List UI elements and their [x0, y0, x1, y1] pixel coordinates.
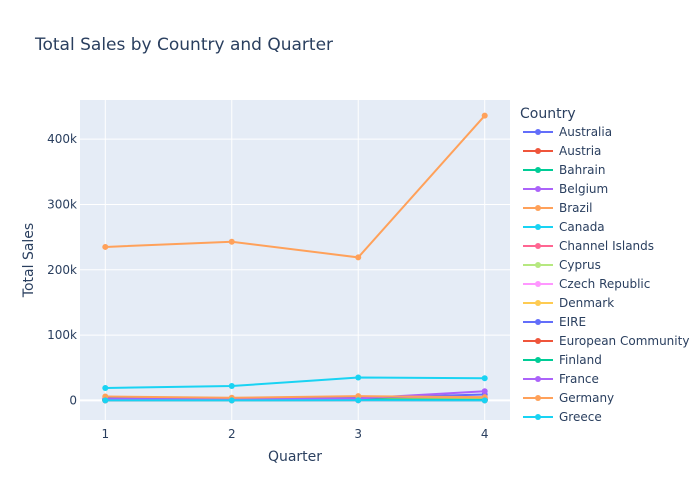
series-line	[105, 390, 485, 401]
legend-marker-icon	[535, 262, 541, 268]
data-point[interactable]	[102, 243, 109, 250]
legend-item[interactable]: Channel Islands	[523, 239, 654, 253]
y-tick-label: 400k	[47, 132, 77, 146]
data-point[interactable]	[355, 393, 362, 400]
legend-label: European Community	[559, 334, 689, 348]
legend-item[interactable]: European Community	[523, 334, 689, 348]
legend-item[interactable]: Bahrain	[523, 163, 605, 177]
legend-label: Austria	[559, 144, 601, 158]
x-axis-title: Quarter	[268, 449, 322, 465]
data-point[interactable]	[481, 112, 488, 119]
legend-label: Germany	[559, 391, 614, 405]
x-axis-ticks: 1 2 3 4	[101, 427, 488, 441]
data-point[interactable]	[102, 385, 109, 391]
legend-label: Greece	[559, 410, 602, 424]
legend-label: Czech Republic	[559, 277, 650, 291]
legend-marker-icon	[535, 281, 541, 287]
y-axis-title: Total Sales	[21, 223, 37, 298]
chart-title: Total Sales by Country and Quarter	[34, 35, 333, 55]
legend-marker-icon	[535, 129, 541, 135]
x-tick-label: 2	[228, 427, 236, 441]
legend-marker-icon	[535, 224, 541, 230]
y-tick-label: 0	[69, 393, 77, 407]
data-point[interactable]	[355, 397, 362, 404]
series-line	[105, 376, 485, 389]
legend-title: Country	[520, 106, 576, 122]
legend-item[interactable]: Canada	[523, 220, 605, 234]
series-line	[105, 115, 486, 259]
legend-item[interactable]: Belgium	[523, 182, 608, 196]
legend-label: EIRE	[559, 315, 586, 329]
x-tick-label: 4	[481, 427, 489, 441]
legend-item[interactable]: Denmark	[523, 296, 614, 310]
data-point[interactable]	[228, 383, 235, 390]
legend-item[interactable]: Greece	[523, 410, 602, 424]
legend-label: Finland	[559, 353, 602, 367]
y-tick-label: 300k	[47, 197, 77, 211]
legend-marker-icon	[535, 186, 541, 192]
legend-item[interactable]: Czech Republic	[523, 277, 650, 291]
data-point[interactable]	[355, 374, 362, 381]
data-point[interactable]	[228, 397, 235, 404]
legend-item[interactable]: Germany	[523, 391, 614, 405]
legend-item[interactable]: Australia	[523, 125, 612, 139]
series-brazil	[102, 112, 488, 261]
legend-marker-icon	[535, 243, 541, 249]
legend-marker-icon	[535, 414, 541, 420]
legend-marker-icon	[535, 319, 541, 325]
legend-label: Belgium	[559, 182, 608, 196]
legend-item[interactable]: Austria	[523, 144, 601, 158]
data-point[interactable]	[355, 254, 362, 261]
legend-item[interactable]: Brazil	[523, 201, 593, 215]
data-point[interactable]	[481, 388, 488, 395]
y-tick-label: 100k	[47, 328, 77, 342]
legend-label: Bahrain	[559, 163, 605, 177]
series-layer	[102, 112, 488, 404]
legend-label: Canada	[559, 220, 605, 234]
legend-label: Denmark	[559, 296, 614, 310]
legend-marker-icon	[535, 167, 541, 173]
data-point[interactable]	[481, 397, 488, 404]
legend-label: Cyprus	[559, 258, 601, 272]
data-point[interactable]	[228, 238, 235, 245]
series-canada	[102, 374, 488, 391]
legend-marker-icon	[535, 300, 541, 306]
y-axis-ticks: 0 100k 200k 300k 400k	[47, 132, 77, 407]
legend-item[interactable]: EIRE	[523, 315, 586, 329]
legend-marker-icon	[535, 205, 541, 211]
legend-label: Australia	[559, 125, 612, 139]
legend-marker-icon	[535, 395, 541, 401]
series-line	[105, 395, 485, 399]
plot-area	[80, 100, 510, 420]
legend-label: Brazil	[559, 201, 593, 215]
x-tick-label: 3	[354, 427, 362, 441]
x-tick-label: 1	[101, 427, 109, 441]
legend[interactable]: Australia Austria Bahrain Belgium Brazil Cana…	[523, 125, 689, 424]
legend-item[interactable]: Cyprus	[523, 258, 601, 272]
legend-item[interactable]: Finland	[523, 353, 602, 367]
legend-label: France	[559, 372, 599, 386]
legend-marker-icon	[535, 148, 541, 154]
data-point[interactable]	[481, 375, 488, 382]
legend-marker-icon	[535, 357, 541, 363]
legend-marker-icon	[535, 338, 541, 344]
legend-marker-icon	[535, 376, 541, 382]
y-tick-label: 200k	[47, 263, 77, 277]
legend-label: Channel Islands	[559, 239, 654, 253]
data-point[interactable]	[102, 397, 109, 404]
series-greece	[102, 397, 488, 404]
legend-item[interactable]: France	[523, 372, 599, 386]
